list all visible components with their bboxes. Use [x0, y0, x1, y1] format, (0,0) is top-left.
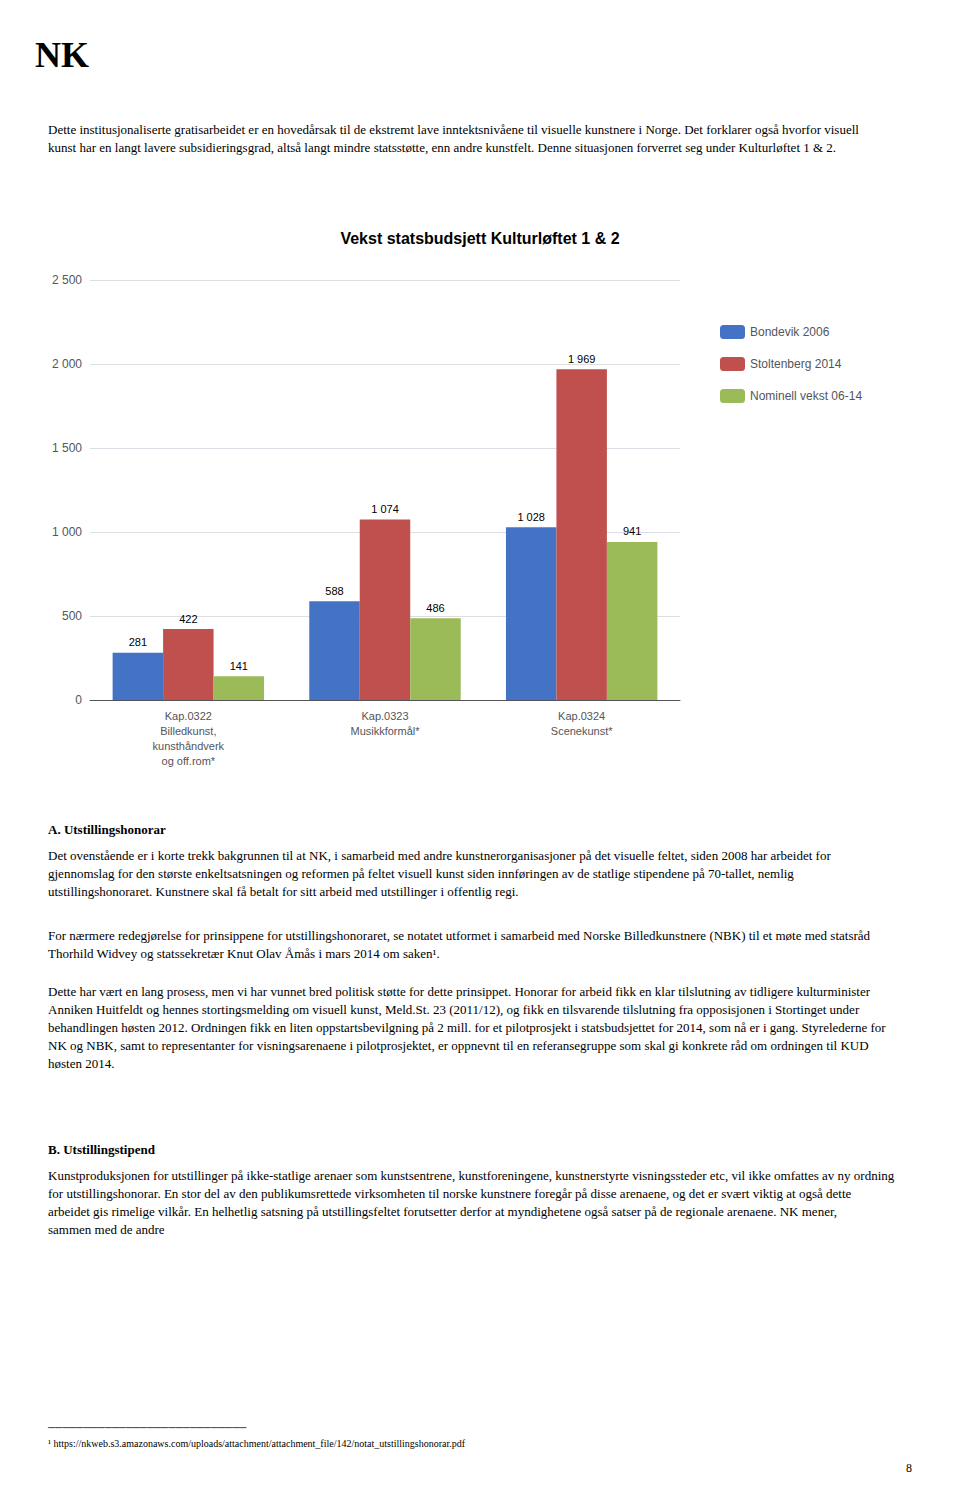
svg-text:1 969: 1 969 [568, 353, 596, 365]
svg-text:8: 8 [906, 1461, 912, 1475]
svg-text:Scenekunst*: Scenekunst* [551, 725, 613, 737]
svg-text:sammen med de andre: sammen med de andre [48, 1222, 165, 1237]
svg-text:0: 0 [75, 693, 82, 707]
svg-text:Kap.0322: Kap.0322 [165, 710, 212, 722]
svg-text:Musikkformål*: Musikkformål* [350, 725, 420, 737]
svg-text:Kap.0324: Kap.0324 [558, 710, 605, 722]
svg-text:¹ https://nkweb.s3.amazonaws.c: ¹ https://nkweb.s3.amazonaws.com/uploads… [48, 1438, 466, 1449]
svg-text:486: 486 [426, 602, 444, 614]
svg-text:Dette institusjonaliserte grat: Dette institusjonaliserte gratisarbeidet… [48, 122, 862, 137]
svg-text:Vekst statsbudsjett Kulturløft: Vekst statsbudsjett Kulturløftet 1 & 2 [340, 230, 619, 247]
svg-text:kunst har en langt lavere subs: kunst har en langt lavere subsidieringsg… [48, 140, 836, 155]
svg-text:NK og NBK, samt to representan: NK og NBK, samt to representanter for vi… [48, 1038, 872, 1053]
svg-text:kunsthåndverk: kunsthåndverk [153, 740, 225, 752]
svg-text:2 000: 2 000 [52, 357, 82, 371]
svg-text:Thorhild Widvey og statssekret: Thorhild Widvey og statssekretær Knut Ol… [48, 946, 440, 961]
svg-text:1 500: 1 500 [52, 441, 82, 455]
svg-text:Kunstproduksjonen for utstilli: Kunstproduksjonen for utstillinger på ik… [48, 1168, 898, 1183]
svg-text:1 000: 1 000 [52, 525, 82, 539]
svg-text:A. Utstillingshonorar: A. Utstillingshonorar [48, 822, 166, 837]
svg-text:gjennomslag for den største en: gjennomslag for den største enkeltsatsni… [48, 866, 797, 881]
svg-text:141: 141 [230, 660, 248, 672]
svg-text:Det ovenstående er i korte tre: Det ovenstående er i korte trekk bakgrun… [48, 848, 834, 863]
svg-text:Kap.0323: Kap.0323 [361, 710, 408, 722]
svg-text:Billedkunst,: Billedkunst, [160, 725, 216, 737]
svg-text:og off.rom*: og off.rom* [162, 755, 216, 767]
svg-text:Anniken Huitfeldt og hennes st: Anniken Huitfeldt og hennes stortingsmel… [48, 1002, 862, 1017]
svg-text:B. Utstillingstipend: B. Utstillingstipend [48, 1142, 156, 1157]
svg-text:422: 422 [179, 613, 197, 625]
svg-text:588: 588 [325, 585, 343, 597]
svg-text:utstillingshonoraret. Kunstner: utstillingshonoraret. Kunstnere skal få … [48, 884, 519, 899]
svg-text:For nærmere redegjørelse for p: For nærmere redegjørelse for prinsippene… [48, 928, 873, 943]
svg-text:for utstillingshonorar. En sto: for utstillingshonorar. En stor del av d… [48, 1186, 855, 1201]
svg-text:NK: NK [35, 35, 89, 75]
svg-text:281: 281 [129, 636, 147, 648]
svg-text:Dette har vært en lang prosess: Dette har vært en lang prosess, men vi h… [48, 984, 873, 999]
svg-text:────────────────────────────: ──────────────────────────── [47, 1422, 247, 1433]
svg-text:2 500: 2 500 [52, 273, 82, 287]
svg-text:høsten 2014.: høsten 2014. [48, 1056, 114, 1071]
svg-text:1 028: 1 028 [517, 511, 545, 523]
svg-text:Nominell vekst 06-14: Nominell vekst 06-14 [750, 389, 862, 403]
svg-text:941: 941 [623, 525, 641, 537]
svg-text:behandlingen høsten 2012. Ordn: behandlingen høsten 2012. Ordningen fikk… [48, 1020, 889, 1035]
svg-text:arbeidet gis rimelige vilkår.: arbeidet gis rimelige vilkår. En helhetl… [48, 1204, 840, 1219]
svg-text:1 074: 1 074 [371, 503, 399, 515]
svg-text:Bondevik 2006: Bondevik 2006 [750, 325, 830, 339]
svg-text:500: 500 [62, 609, 82, 623]
svg-text:Stoltenberg 2014: Stoltenberg 2014 [750, 357, 842, 371]
